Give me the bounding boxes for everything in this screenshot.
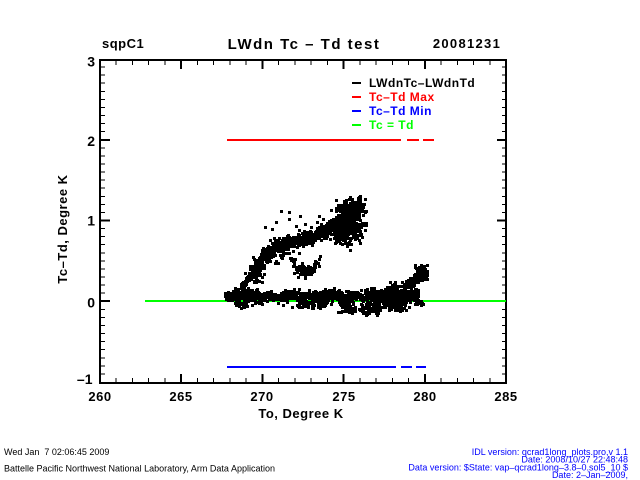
svg-text:IDL version: qcrad1long_plots.: IDL version: qcrad1long_plots.pro,v 1.1 <box>472 447 628 457</box>
svg-text:275: 275 <box>332 389 355 404</box>
svg-text:285: 285 <box>494 389 517 404</box>
svg-text:3: 3 <box>87 54 95 70</box>
svg-text:1: 1 <box>87 213 95 229</box>
svg-text:Tc = Td: Tc = Td <box>369 118 414 132</box>
svg-text:280: 280 <box>413 389 436 404</box>
svg-text:Tc–Td, Degree K: Tc–Td, Degree K <box>55 174 70 283</box>
svg-text:sqpC1: sqpC1 <box>102 36 144 51</box>
svg-text:Date: 2–Jan–2009,: Date: 2–Jan–2009, <box>552 470 628 480</box>
svg-text:260: 260 <box>88 389 111 404</box>
svg-text:Data version: $State: vap–qcra: Data version: $State: vap–qcrad1long–3.8… <box>408 462 628 472</box>
svg-text:Date: 2008/10/27 22:48:48: Date: 2008/10/27 22:48:48 <box>521 455 628 465</box>
svg-text:LWdn Tc – Td test: LWdn Tc – Td test <box>228 36 381 53</box>
svg-text:Wed Jan 7 02:06:45 2009: Wed Jan 7 02:06:45 2009 <box>4 447 109 457</box>
svg-text:Battelle Pacific Northwest Nat: Battelle Pacific Northwest National Labo… <box>4 464 275 474</box>
svg-text:Tc–Td Max: Tc–Td Max <box>369 90 435 104</box>
svg-text:265: 265 <box>169 389 192 404</box>
svg-text:To, Degree K: To, Degree K <box>258 406 343 421</box>
svg-text:Tc–Td Min: Tc–Td Min <box>369 104 432 118</box>
svg-text:2: 2 <box>87 133 95 149</box>
svg-text:LWdnTc–LWdnTd: LWdnTc–LWdnTd <box>369 76 475 90</box>
svg-text:–1: –1 <box>77 371 93 387</box>
svg-text:20081231: 20081231 <box>433 36 501 51</box>
svg-text:0: 0 <box>87 295 95 311</box>
svg-text:270: 270 <box>250 389 273 404</box>
